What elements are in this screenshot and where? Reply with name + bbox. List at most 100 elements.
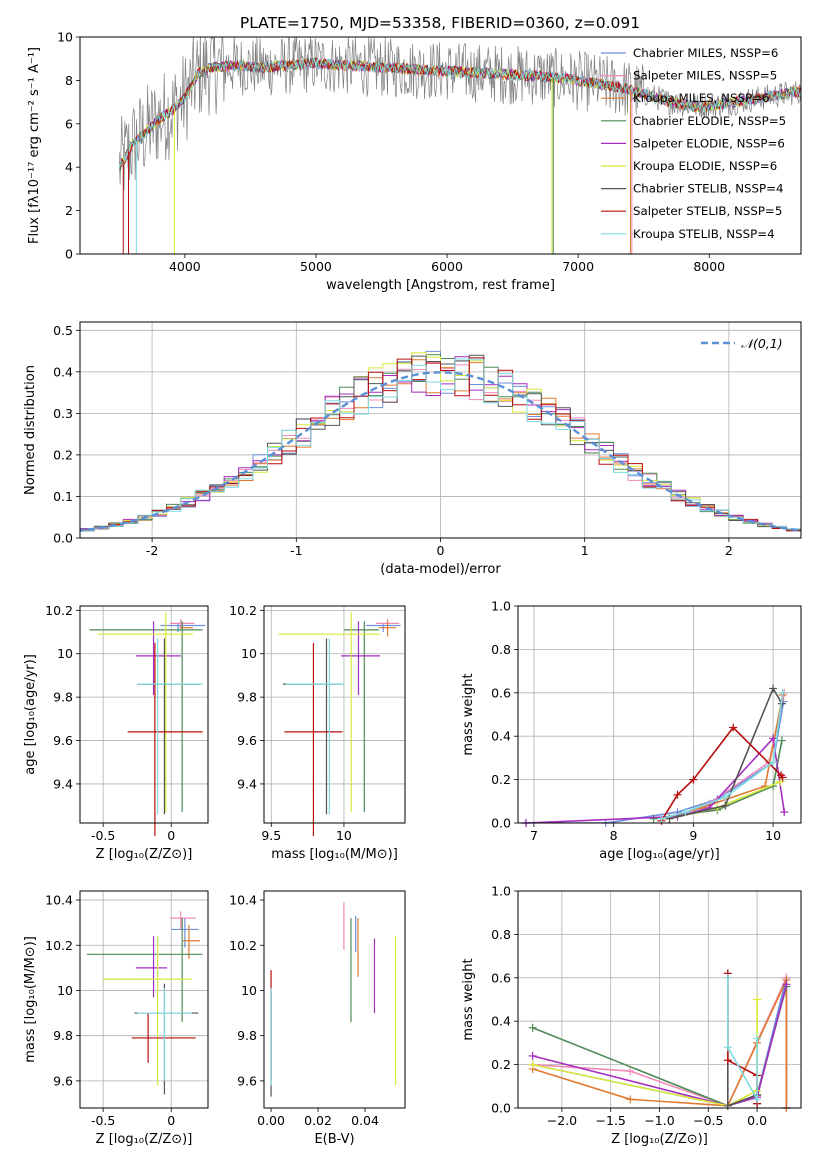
mass-weight-line	[526, 701, 785, 823]
y-tick-label: 9.6	[53, 733, 73, 748]
x-tick-label: 0.0	[747, 1113, 767, 1128]
x-tick-label: 0.04	[351, 1113, 379, 1128]
legend-label: Salpeter ELODIE, NSSP=6	[633, 136, 785, 150]
y-tick-label: 9.8	[53, 690, 73, 705]
x-tick-label: 0	[437, 543, 445, 558]
y-axis-label: mass [log₁₀(M/M⊙)]	[23, 936, 38, 1063]
y-tick-label: 6	[65, 116, 73, 131]
y-tick-label: 0.2	[491, 1057, 511, 1072]
x-axis-label: Z [log₁₀(Z/Z⊙)]	[96, 1132, 193, 1147]
axes-frame	[263, 890, 406, 1109]
x-tick-label: 0.02	[304, 1113, 332, 1128]
y-tick-label: 0.0	[491, 1101, 511, 1116]
x-axis-label: Z [log₁₀(Z/Z⊙)]	[96, 847, 193, 862]
mass-weight-marker	[776, 777, 785, 786]
mass-weight-marker	[626, 1067, 635, 1076]
y-tick-label: 0.8	[491, 927, 511, 942]
mass-weight-line	[661, 694, 784, 820]
legend-label: Salpeter MILES, NSSP=5	[633, 69, 777, 83]
mass-weight-marker	[689, 775, 698, 784]
y-tick-label: 0.5	[53, 323, 73, 338]
mass-weight-marker	[681, 808, 690, 817]
y-tick-label: 10.2	[229, 603, 257, 618]
mass-weight-marker	[782, 980, 791, 989]
y-tick-label: 8	[65, 73, 73, 88]
y-tick-label: 0	[65, 247, 73, 262]
x-tick-label: 9.5	[261, 828, 281, 843]
y-tick-label: 0.0	[53, 531, 73, 546]
mass-weight-marker	[778, 688, 787, 697]
mass-weight-marker	[723, 1043, 732, 1052]
axes-frame	[79, 321, 802, 539]
y-axis-label: Flux [fλ10⁻¹⁷ erg cm⁻² s⁻¹ A⁻¹]	[27, 47, 42, 244]
x-axis-label: E(B-V)	[314, 1132, 354, 1147]
x-tick-label: 8	[610, 828, 618, 843]
mass-weight-marker	[753, 1034, 762, 1043]
residuals-panel: -2 -1 0 1 2 0.0 0.1 0.2 0.3 0.4 0.5 (data-model)/er…	[23, 321, 802, 577]
axes-frame	[79, 605, 209, 824]
mass-weight-marker	[753, 1095, 762, 1104]
mass-weight-line	[727, 973, 758, 1107]
y-tick-label: 10	[57, 646, 73, 661]
y-tick-label: 0.2	[53, 447, 73, 462]
x-tick-label: 0	[167, 828, 175, 843]
y-tick-label: 0.8	[491, 642, 511, 657]
mass-weight-marker	[657, 814, 666, 823]
mass-weight-marker	[528, 1023, 537, 1032]
y-tick-label: 0.6	[491, 685, 511, 700]
mass-weight-marker	[528, 1051, 537, 1060]
x-tick-label: 7000	[562, 259, 594, 274]
mass-weight-marker	[753, 995, 762, 1004]
mass-weight-marker	[649, 814, 658, 823]
y-tick-label: 10.4	[45, 893, 73, 908]
normal-reference-curve	[80, 371, 801, 532]
mass-weight-marker	[528, 1060, 537, 1069]
x-tick-label: 1	[581, 543, 589, 558]
mass-weight-marker	[721, 801, 730, 810]
mass-weight-line	[532, 984, 788, 1107]
x-axis-label: (data-model)/error	[380, 562, 501, 577]
axes-frame	[517, 605, 802, 824]
y-axis-label: mass weight	[461, 673, 476, 755]
axes-frame	[79, 890, 209, 1109]
legend-label: Chabrier STELIB, NSSP=4	[633, 182, 784, 196]
mass-weight-marker	[626, 1095, 635, 1104]
y-tick-label: 0.4	[491, 1014, 511, 1029]
y-tick-label: 0.3	[53, 406, 73, 421]
y-tick-label: 10	[241, 983, 257, 998]
x-tick-label: -2	[146, 543, 158, 558]
mass-weight-line	[727, 977, 758, 1103]
y-tick-label: 9.4	[53, 776, 73, 791]
x-tick-label: -1	[290, 543, 302, 558]
legend-label: Chabrier MILES, NSSP=6	[633, 46, 778, 60]
y-tick-label: 10	[57, 983, 73, 998]
mass-vs-metallicity-panel: -0.5 0 9.6 9.8 10 10.2 10.4 Z [log₁₀(Z/Z⊙)] mass…	[23, 890, 209, 1147]
mass-vs-extinction-panel: 0.00 0.02 0.04 9.6 9.8 10 10.2 10.4 E(B-V)	[229, 890, 406, 1147]
mass-weight-marker	[721, 792, 730, 801]
y-axis-label: Normed distribution	[23, 365, 38, 495]
mass-weight-vs-metallicity-panel: −2.0 −1.5 −1.0 −0.5 0.0 0.0 0.2 0.4 0.6 0.8 1.0 Z […	[461, 884, 802, 1147]
y-tick-label: 10.2	[45, 938, 73, 953]
axes-frame	[79, 36, 802, 255]
x-axis-label: wavelength [Angstrom, rest frame]	[326, 278, 555, 293]
x-tick-label: 4000	[169, 259, 201, 274]
x-tick-label: 0	[167, 1113, 175, 1128]
age-vs-metallicity-panel: -0.5 0 9.4 9.6 9.8 10 10.2 Z [log₁₀(Z/Z⊙)] age […	[23, 603, 209, 862]
mass-weight-marker	[723, 973, 732, 982]
x-tick-label: 8000	[693, 259, 725, 274]
y-tick-label: 9.6	[53, 1073, 73, 1088]
y-tick-label: 10	[57, 30, 73, 45]
mass-weight-marker	[769, 758, 778, 767]
y-tick-label: 0.1	[53, 489, 73, 504]
mass-weight-line	[532, 999, 758, 1107]
mass-weight-marker	[723, 1101, 732, 1110]
y-tick-label: 0.0	[491, 816, 511, 831]
y-tick-label: 9.6	[237, 1073, 257, 1088]
y-axis-label: mass weight	[461, 958, 476, 1040]
mass-weight-vs-age-panel: 7 8 9 10 0.0 0.2 0.4 0.6 0.8 1.0 age [log₁₀(age/yr…	[461, 599, 802, 862]
y-axis-label: age [log₁₀(age/yr)]	[23, 654, 38, 775]
x-tick-label: 2	[725, 543, 733, 558]
x-tick-label: 10	[765, 828, 781, 843]
y-tick-label: 9.8	[53, 1028, 73, 1043]
